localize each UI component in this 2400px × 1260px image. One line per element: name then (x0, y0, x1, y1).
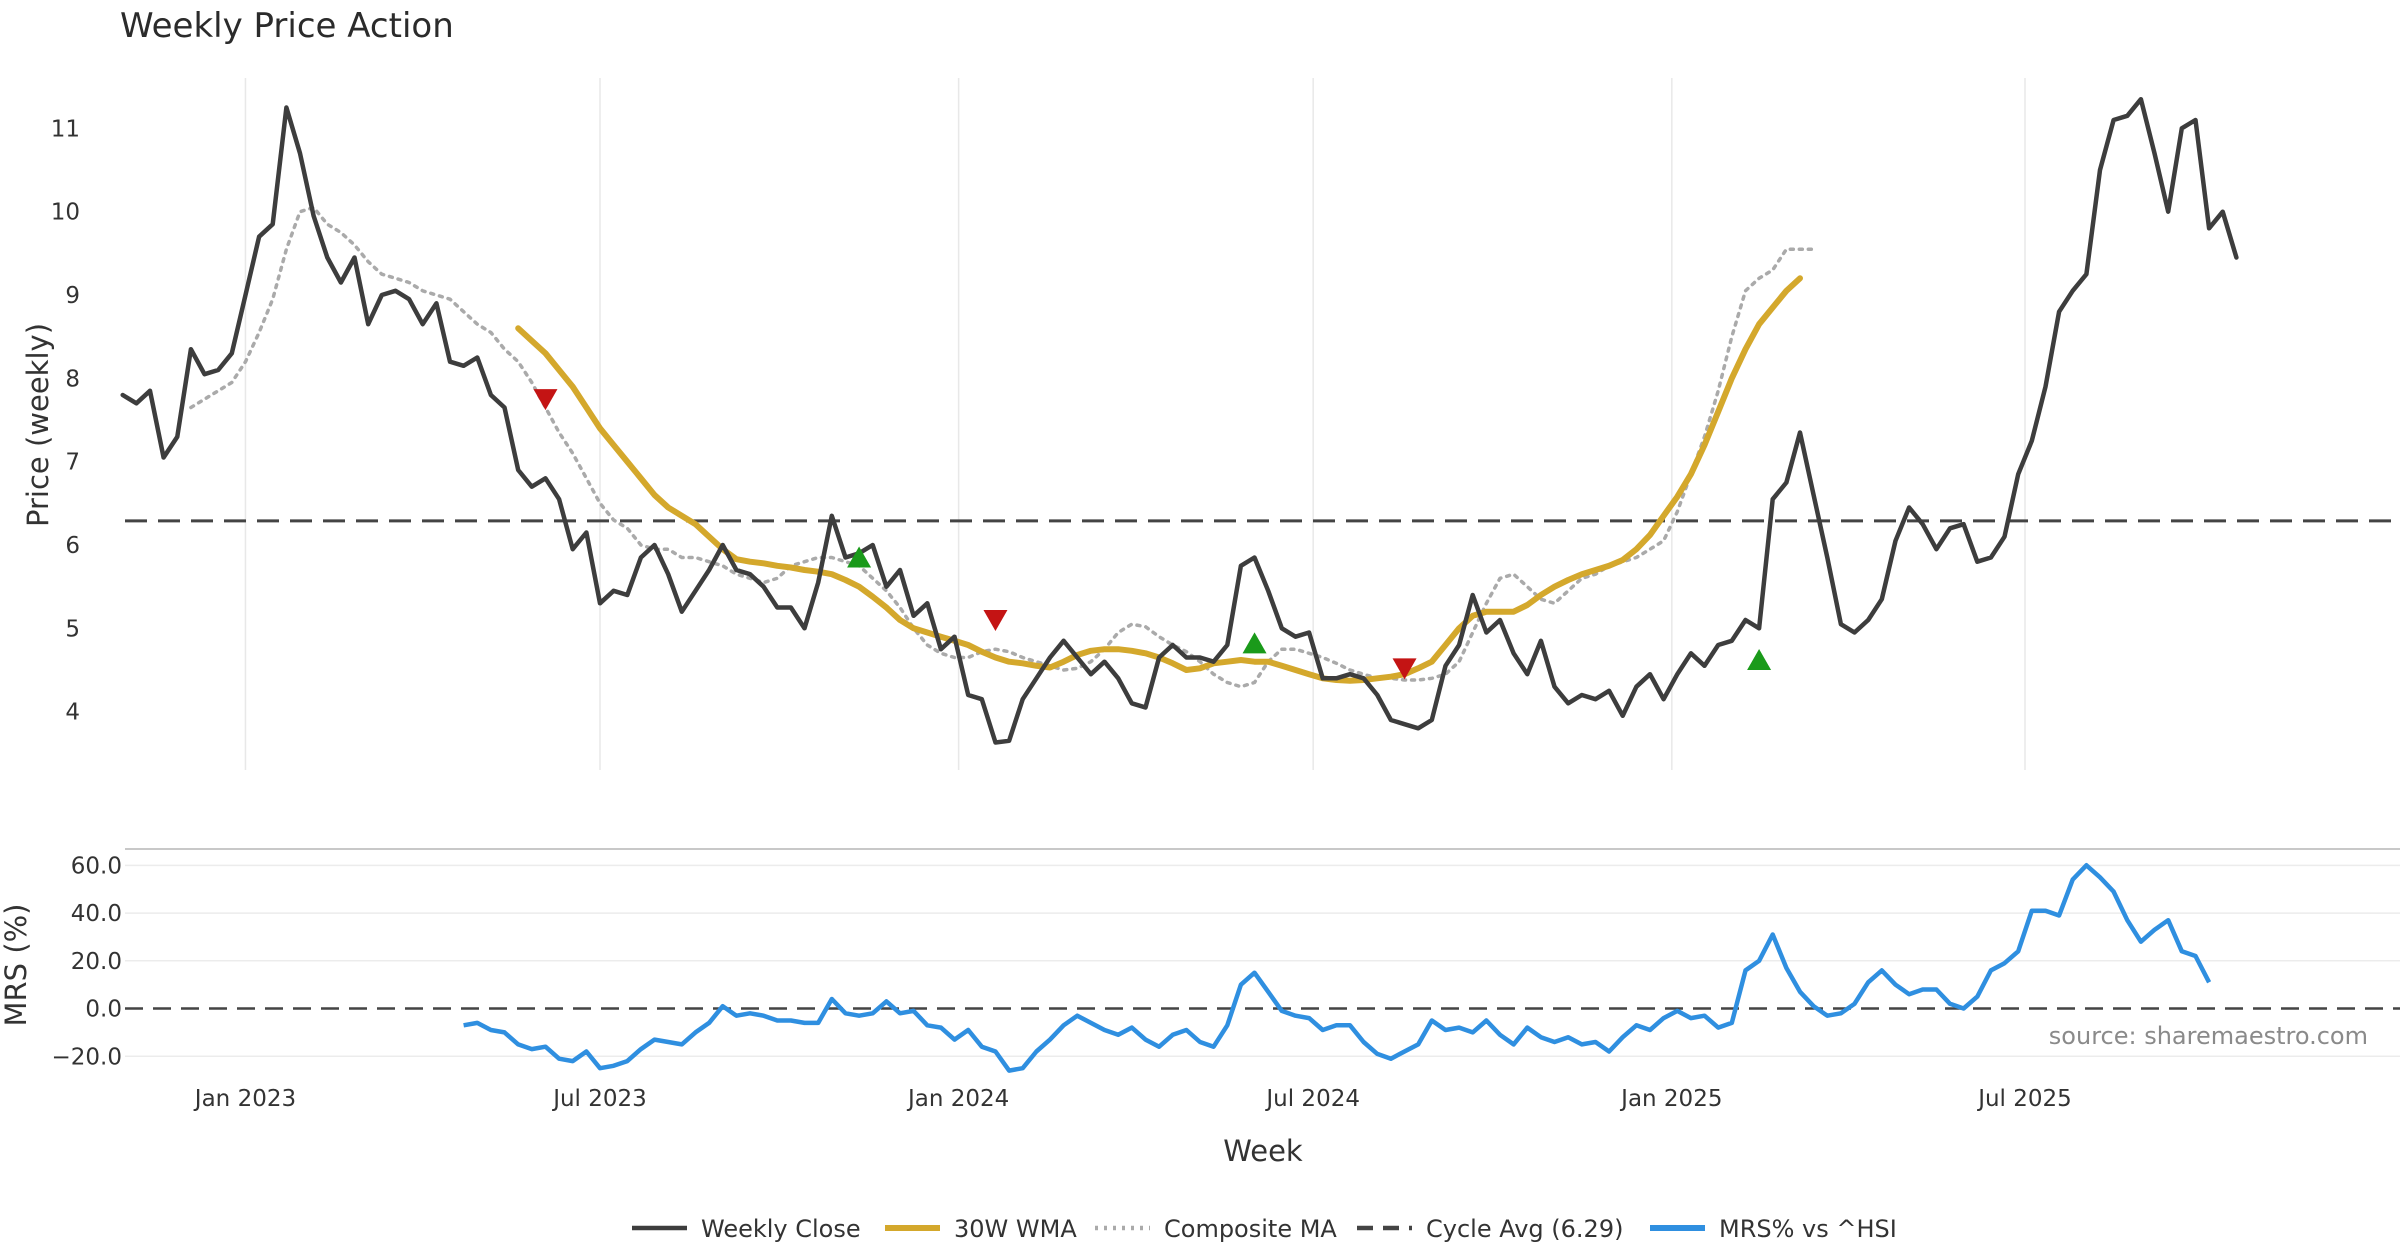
legend-item: MRS% vs ^HSI (1650, 1215, 1897, 1243)
price-y-tick-label: 9 (65, 283, 80, 309)
legend-item: Cycle Avg (6.29) (1357, 1215, 1623, 1243)
legend: Weekly Close 30W WMA Composite MA Cycle Avg… (632, 1215, 1897, 1243)
buy-signal-marker (847, 546, 872, 568)
buy-signal-marker (1747, 649, 1772, 670)
mrs-y-tick-label: 40.0 (71, 901, 122, 927)
chart-title: Weekly Price Action (120, 6, 454, 46)
price-y-tick-label: 7 (65, 450, 80, 476)
x-axis-label: Week (1223, 1134, 1303, 1168)
x-tick-label: Jan 2025 (1619, 1086, 1722, 1112)
x-tick-label: Jul 2024 (1264, 1086, 1360, 1112)
legend-item: Weekly Close (632, 1215, 861, 1243)
wma-series-line (515, 275, 1803, 684)
x-tick-label: Jul 2025 (1976, 1086, 2072, 1112)
source-note: source: sharemaestro.com (2049, 1022, 2368, 1050)
price-y-ticks: 4 5 6 7 8 9 10 11 (51, 116, 80, 725)
mrs-series (125, 863, 2400, 1073)
price-y-tick-label: 4 (65, 700, 80, 726)
price-y-tick-label: 5 (65, 616, 80, 642)
x-ticks: Jan 2023 Jul 2023 Jan 2024 Jul 2024 Jan 2025… (193, 1086, 2072, 1112)
price-y-tick-label: 8 (65, 366, 80, 392)
legend-item: 30W WMA (885, 1215, 1077, 1243)
x-tick-label: Jan 2024 (906, 1086, 1009, 1112)
x-tick-label: Jul 2023 (551, 1086, 647, 1112)
mrs-y-tick-label: 20.0 (71, 949, 122, 975)
mrs-series-line (463, 863, 2212, 1073)
sell-signal-marker (1392, 658, 1417, 680)
mrs-y-axis-label: MRS (%) (0, 904, 33, 1027)
x-tick-label: Jan 2023 (193, 1086, 296, 1112)
buy-signal-marker (1242, 632, 1267, 654)
mrs-y-tick-label: 0.0 (85, 997, 122, 1023)
sell-signal-marker (983, 610, 1008, 631)
mrs-grid (125, 864, 2400, 1058)
composite-series-line (189, 205, 1816, 689)
legend-item: Composite MA (1095, 1215, 1337, 1243)
legend-label: 30W WMA (954, 1215, 1077, 1243)
signal-markers (533, 389, 1772, 680)
mrs-y-ticks: 60.0 40.0 20.0 0.0 −20.0 (52, 853, 122, 1070)
sell-signal-marker (533, 389, 558, 411)
legend-label: Cycle Avg (6.29) (1426, 1215, 1623, 1243)
price-series (120, 96, 2400, 745)
price-y-tick-label: 10 (51, 200, 80, 226)
price-y-tick-label: 11 (51, 116, 80, 142)
legend-label: Composite MA (1164, 1215, 1337, 1243)
legend-label: Weekly Close (701, 1215, 861, 1243)
legend-label: MRS% vs ^HSI (1719, 1215, 1897, 1243)
mrs-y-tick-label: −20.0 (52, 1044, 122, 1070)
mrs-y-tick-label: 60.0 (71, 853, 122, 879)
price-y-tick-label: 6 (65, 533, 80, 559)
close-series-line (120, 96, 2239, 745)
price-y-axis-label: Price (weekly) (21, 323, 55, 527)
